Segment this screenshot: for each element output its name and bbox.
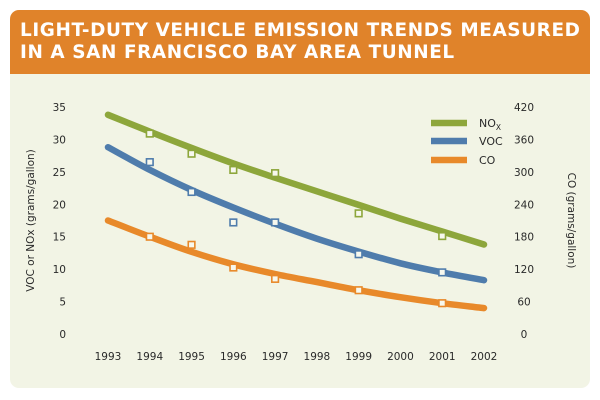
legend-label-co: CO: [479, 154, 496, 167]
y2-axis-label: CO (grams/gallon): [565, 173, 577, 269]
y-axis-label: VOC or NOx (grams/gallon): [25, 149, 37, 292]
co-measured-point: [187, 240, 196, 249]
x-tick-label: 1995: [178, 351, 205, 363]
y2-tick-label: 120: [514, 264, 534, 276]
x-tick-label: 2001: [429, 351, 456, 363]
plot-layer: [104, 111, 488, 312]
legend-label-voc: VOC: [479, 135, 503, 148]
co-measured-point: [438, 299, 447, 308]
y-tick-label: 35: [53, 102, 66, 114]
co-measured-point: [354, 286, 363, 295]
x-tick-label: 1997: [262, 351, 289, 363]
voc-measured-point: [229, 218, 238, 227]
y-tick-label: 15: [53, 232, 66, 244]
y-tick-label: 20: [53, 199, 66, 211]
voc-measured-point: [438, 268, 447, 277]
no-measured-point: [354, 209, 363, 218]
x-tick-label: 1993: [95, 351, 122, 363]
emission-trends-chart: 0 5 10 15 20 25 30 35 0 60 120 180 240 300 360 420 1993 1…: [25, 102, 577, 363]
co-measured-point: [229, 263, 238, 272]
legend-label-no: NOX: [479, 117, 501, 132]
y2-tick-label: 60: [517, 297, 530, 309]
no-measured-point: [145, 129, 154, 138]
no-measured-point: [229, 165, 238, 175]
y-tick-label: 25: [53, 167, 66, 179]
no-trend-line: [104, 111, 488, 248]
y2-tick-label: 360: [514, 134, 534, 146]
y-tick-label: 10: [53, 264, 66, 276]
voc-measured-point: [271, 218, 280, 227]
y2-tick-label: 420: [514, 102, 534, 114]
x-tick-label: 1999: [345, 351, 372, 363]
y2-tick-label: 240: [514, 199, 534, 211]
legend-subscript: X: [496, 123, 501, 132]
voc-measured-point: [354, 250, 363, 259]
voc-measured-point: [187, 187, 196, 197]
title-bar: LIGHT-DUTY VEHICLE EMISSION TRENDS MEASU…: [10, 10, 590, 74]
x-tick-label: 1996: [220, 351, 247, 363]
co-measured-point: [271, 274, 280, 283]
no-measured-point: [271, 169, 280, 178]
voc-trend-line: [104, 143, 488, 284]
x-tick-label: 2000: [387, 351, 414, 363]
no-measured-point: [187, 149, 196, 158]
chart-title: LIGHT-DUTY VEHICLE EMISSION TRENDS MEASU…: [20, 20, 581, 63]
x-tick-label: 2002: [471, 351, 498, 363]
legend: NOX VOC CO: [431, 117, 503, 167]
chart-card: LIGHT-DUTY VEHICLE EMISSION TRENDS MEASU…: [10, 10, 590, 388]
y2-tick-label: 0: [521, 329, 528, 341]
axes-layer: 0 5 10 15 20 25 30 35 0 60 120 180 240 300 360 420 1993 1…: [25, 102, 577, 363]
voc-measured-point: [145, 158, 154, 167]
no-measured-point: [438, 231, 447, 241]
y-tick-label: 30: [53, 134, 66, 146]
co-measured-point: [145, 232, 154, 241]
y2-tick-label: 180: [514, 232, 534, 244]
co-trend-line: [104, 217, 488, 312]
y-tick-label: 5: [59, 297, 66, 309]
y-tick-label: 0: [59, 329, 66, 341]
x-tick-label: 1998: [304, 351, 331, 363]
y2-tick-label: 300: [514, 167, 534, 179]
x-tick-label: 1994: [136, 351, 163, 363]
